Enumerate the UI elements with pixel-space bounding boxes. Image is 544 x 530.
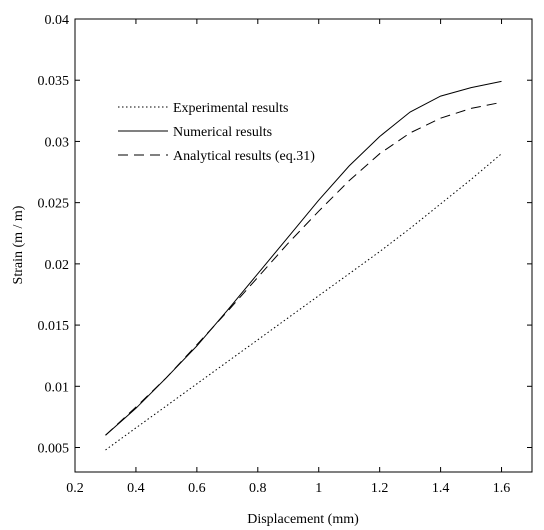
x-tick-label: 0.6 bbox=[188, 481, 206, 496]
legend-label-1: Numerical results bbox=[173, 125, 272, 140]
y-tick-label: 0.04 bbox=[45, 13, 70, 28]
y-tick-label: 0.035 bbox=[38, 74, 70, 89]
x-tick-label: 1 bbox=[315, 481, 322, 496]
series-lines bbox=[105, 80, 502, 451]
legend-label-0: Experimental results bbox=[173, 101, 288, 116]
y-axis-label: Strain (m / m) bbox=[11, 205, 26, 284]
y-tick-label: 0.025 bbox=[38, 197, 70, 212]
y-tick-label: 0.005 bbox=[38, 442, 70, 457]
x-axis-label: Displacement (mm) bbox=[247, 512, 359, 527]
y-tick-label: 0.02 bbox=[45, 258, 70, 273]
x-tick-label: 1.2 bbox=[371, 481, 389, 496]
x-tick-label: 0.2 bbox=[66, 481, 84, 496]
legend-label-2: Analytical results (eq.31) bbox=[173, 149, 315, 164]
x-tick-label: 1.4 bbox=[432, 481, 450, 496]
series-line-1 bbox=[105, 80, 502, 436]
y-tick-label: 0.015 bbox=[38, 319, 70, 334]
legend: Experimental results Numerical results Ana… bbox=[118, 101, 315, 164]
x-tick-label: 0.8 bbox=[249, 481, 267, 496]
series-line-0 bbox=[105, 153, 502, 451]
plot-area bbox=[74, 18, 533, 473]
y-tick-label: 0.03 bbox=[45, 135, 70, 150]
x-tick-label: 0.4 bbox=[127, 481, 145, 496]
x-tick-label: 1.6 bbox=[493, 481, 511, 496]
y-tick-label: 0.01 bbox=[45, 380, 70, 395]
axis-ticks: 0.2 0.4 0.6 0.8 1 1.2 1.4 1.6 0.005 0.01 0.015 0.02… bbox=[38, 13, 532, 496]
